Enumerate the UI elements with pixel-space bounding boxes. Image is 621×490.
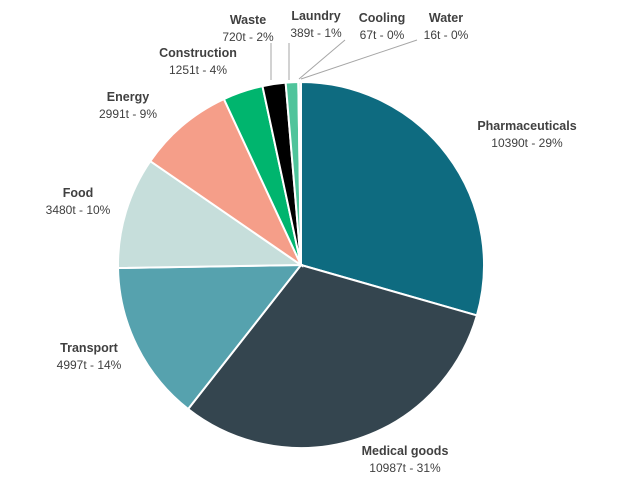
slice-label-name: Transport	[60, 341, 118, 355]
slice-label-value: 4997t - 14%	[57, 358, 122, 372]
slice-label-name: Waste	[230, 13, 266, 27]
pie-slice-transport	[117, 263, 304, 411]
slice-label-name: Water	[429, 11, 463, 25]
pie-slices	[117, 80, 485, 449]
pie-slice-pharmaceuticals	[300, 80, 485, 317]
slice-label-value: 67t - 0%	[360, 28, 405, 42]
slice-label-name: Pharmaceuticals	[477, 119, 576, 133]
slice-label-name: Cooling	[359, 11, 406, 25]
slice-label-value: 389t - 1%	[290, 26, 342, 40]
leader-line	[298, 39, 346, 80]
pie-slice-food	[117, 159, 305, 270]
pie-slice-energy	[148, 97, 304, 268]
pie-slice-medical-goods	[186, 263, 479, 449]
slice-label-name: Construction	[159, 46, 237, 60]
slice-label-value: 3480t - 10%	[46, 203, 111, 217]
leader-line	[300, 39, 418, 80]
leader-lines	[270, 39, 418, 80]
slice-label-name: Medical goods	[362, 444, 449, 458]
slice-label-name: Energy	[107, 90, 149, 104]
slice-label-value: 1251t - 4%	[169, 63, 227, 77]
data-labels: Pharmaceuticals 10390t - 29% Medical goods…	[46, 9, 577, 475]
slice-label-name: Food	[63, 186, 94, 200]
slice-label-value: 16t - 0%	[424, 28, 469, 42]
slice-label-value: 720t - 2%	[222, 30, 274, 44]
slice-label-value: 10987t - 31%	[369, 461, 441, 475]
slice-label-value: 10390t - 29%	[491, 136, 563, 150]
slice-label-value: 2991t - 9%	[99, 107, 157, 121]
slice-label-name: Laundry	[291, 9, 340, 23]
pie-slice-water	[299, 80, 302, 266]
